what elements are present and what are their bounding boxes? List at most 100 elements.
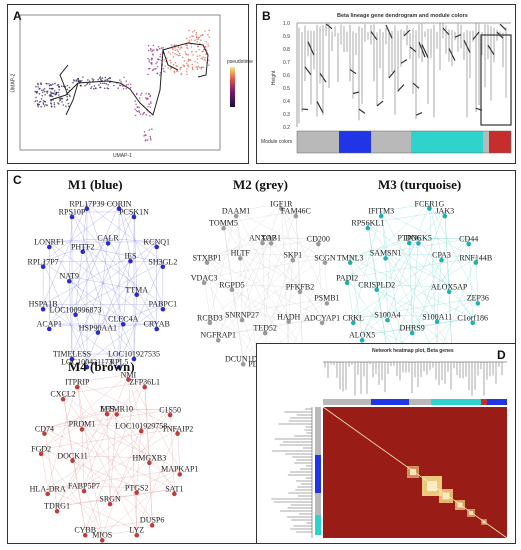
ytick-label: 0.6 [283,73,290,79]
module-m3-title: M3 (turquoise) [378,177,462,192]
module-colors-label: Module colors [261,139,293,145]
umap-xlabel: UMAP-1 [113,153,132,159]
gene-label: DUSP6 [139,515,165,525]
umap-points [34,29,211,142]
gene-label: PADI2 [336,273,359,283]
pseudotime-colorbar [230,67,235,107]
gene-label: SRGN [99,494,121,504]
legend-title: pseudotime [227,59,253,65]
gene-label: HSP90AA1 [78,323,118,333]
gene-label: ZFP36L1 [129,377,161,387]
gene-label: ALOX5 [349,330,376,340]
gene-label: LOC101929758 [115,421,168,431]
gene-label: S100A4 [374,310,401,320]
network-edges [38,203,481,543]
gene-label: CRISPLD2 [358,280,396,290]
gene-label: TMNL3 [336,253,364,263]
gene-label: SNRNP27 [225,310,259,320]
gene-label: ACAP1 [36,319,62,329]
gene-label: CLEC4A [108,314,139,324]
module-m3-edges [344,203,481,372]
module-m4-edges [38,374,183,543]
gene-label: HADH [277,312,301,322]
heatmap-top-dendrogram [323,361,507,396]
module-m2-edges [201,203,330,372]
gene-label: RPL5 [109,357,129,367]
umap-plot [19,14,235,151]
gene-label: DOCK11 [57,451,88,461]
gene-label: TOMM5 [209,218,238,228]
gene-label: DCUN1D4 [224,354,262,364]
gene-label: SKP1 [283,250,303,260]
gene-label: MIOS [92,530,113,540]
gene-label: PSMB1 [314,293,340,303]
gene-label: FCER1G [414,199,445,209]
gene-label: TIMELESS [52,349,92,359]
gene-label: DAAM1 [221,206,251,216]
gene-label: LONRF1 [34,237,65,247]
gene-label: LYZ [129,525,145,535]
dendrogram-branches [296,22,512,127]
gene-label: PTPN6 [397,233,422,243]
gene-label: LOC100421173 [61,357,113,367]
gene-label: LOC101927535 [108,349,160,359]
heatmap-diagonal [322,406,508,539]
gene-label: RPS10P [58,207,86,217]
module-m1-edges [40,203,166,370]
gene-label: IFITM3 [368,206,395,216]
gene-label: DOCK5 [405,233,432,243]
pseudotime-legend [230,67,235,107]
module-m2-title: M2 (grey) [233,177,288,192]
gene-label: PTGS2 [124,483,149,493]
ytick-label: 0.8 [283,47,290,53]
gene-label: EES [99,404,115,414]
gene-label: RPL17P39 [69,199,105,209]
gene-label: VDAC3 [190,273,218,283]
panel-a: A pseudotime UMAP-1 UMAP-2 [7,4,253,164]
dendrogram-title: Beta lineage gene dendrogram and module … [337,13,468,19]
gene-label: CD44 [459,234,479,244]
gene-label: SH3GL2 [148,257,178,267]
gene-label: RGPD5 [219,280,245,290]
panel-a-label: A [13,9,22,23]
panel-b-label: B [262,9,271,23]
gene-label: FAM46C [280,206,311,216]
ytick-label: 0.4 [283,99,290,105]
gene-label: RPL17P7 [27,257,59,267]
gene-label: NMI [120,370,137,380]
gene-label: CD74 [34,424,54,434]
network-heatmap [271,361,508,539]
gene-label: PRDM1 [68,419,96,429]
ytick-label: 0.9 [283,34,290,40]
gene-label: FABP5P7 [68,481,100,491]
gene-label: JAK3 [435,206,455,216]
dendrogram [296,22,512,154]
module-m1-title: M1 (blue) [68,177,123,192]
gene-label: FGD2 [31,444,52,454]
gene-label: RPS6KL1 [351,218,385,228]
gene-label: SAT1 [165,484,184,494]
gene-label: PFKFB2 [285,282,315,292]
panel-b: B Beta lineage gene dendrogram and modul… [256,4,516,164]
gene-label: SCGN [314,253,336,263]
gene-label: CD200 [306,234,330,244]
gene-label: MAPKAP1 [161,464,199,474]
heatmap-left-dendrogram [271,407,313,538]
gene-label: IGF1R [270,199,293,209]
gene-label: HLA-DRA [29,484,66,494]
gene-label: ALOX5AP [430,282,468,292]
gene-label: PCSK1N [119,207,149,217]
gene-label: PHTF2 [70,242,95,252]
gene-label: CRYAB [143,319,170,329]
ytick-label: 0.5 [283,86,290,92]
gene-label: ITPRIP [65,377,90,387]
gene-label: IES [124,251,137,261]
gene-label: LOC100996873 [49,305,102,315]
gene-label: STXBP1 [192,253,222,263]
gene-label: HLTF [230,248,250,258]
heatmap-title: Network heatmap plot, Beta genes [372,348,454,354]
gene-label: S100A11 [422,312,453,322]
gene-label: ANXA7 [248,233,277,243]
gene-label: DHRS9 [399,323,425,333]
gene-label: HMGXB3 [132,453,167,463]
